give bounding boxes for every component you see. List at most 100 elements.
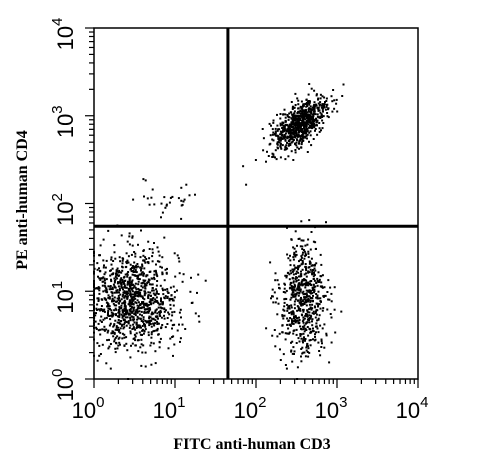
event-dot	[140, 343, 143, 346]
event-dot	[272, 301, 275, 304]
event-dot	[194, 193, 196, 196]
event-dot	[159, 265, 162, 268]
event-dot	[141, 302, 144, 305]
event-dot	[129, 293, 132, 296]
event-dot	[292, 313, 295, 316]
event-dot	[293, 303, 296, 306]
scatter-points	[93, 83, 345, 380]
event-dot	[279, 156, 282, 159]
event-dot	[171, 311, 174, 314]
event-dot	[292, 113, 295, 116]
event-dot	[142, 249, 145, 252]
event-dot	[107, 303, 110, 306]
event-dot	[289, 317, 292, 319]
event-dot	[103, 297, 106, 300]
event-dot	[281, 314, 284, 317]
y-tick-label: 102	[49, 193, 78, 226]
event-dot	[140, 229, 142, 232]
event-dot	[330, 292, 333, 295]
event-dot	[124, 320, 127, 323]
event-dot	[128, 303, 131, 306]
event-dot	[319, 117, 322, 119]
event-dot	[113, 280, 116, 282]
event-dot	[99, 278, 102, 281]
event-dot	[134, 311, 137, 314]
event-dot	[135, 271, 138, 274]
event-dot	[298, 264, 301, 267]
event-dot	[111, 294, 114, 297]
event-dot	[96, 268, 99, 271]
event-dot	[120, 313, 123, 316]
event-dot	[123, 286, 126, 289]
event-dot	[311, 270, 314, 273]
event-dot	[157, 322, 160, 325]
event-dot	[271, 133, 274, 136]
event-dot	[103, 325, 106, 328]
event-dot	[305, 314, 308, 317]
event-dot	[156, 280, 159, 282]
event-dot	[321, 119, 324, 122]
event-dot	[299, 283, 302, 286]
event-dot	[307, 334, 310, 337]
event-dot	[317, 331, 320, 334]
event-dot	[307, 123, 310, 126]
event-dot	[287, 132, 290, 135]
event-dot	[146, 320, 149, 323]
event-dot	[151, 289, 154, 292]
event-dot	[303, 128, 306, 131]
event-dot	[290, 125, 293, 128]
event-dot	[310, 297, 312, 300]
event-dot	[129, 356, 132, 359]
event-dot	[313, 305, 316, 308]
event-dot	[307, 284, 310, 287]
event-dot	[300, 348, 303, 350]
event-dot	[279, 124, 282, 127]
event-dot	[318, 104, 321, 107]
event-dot	[269, 134, 272, 137]
event-dot	[118, 256, 121, 259]
event-dot	[118, 271, 121, 273]
event-dot	[325, 100, 328, 102]
event-dot	[277, 135, 280, 138]
event-dot	[308, 140, 310, 143]
event-dot	[317, 317, 320, 320]
event-dot	[120, 298, 123, 301]
event-dot	[120, 307, 123, 309]
event-dot	[155, 272, 158, 275]
event-dot	[271, 334, 274, 337]
event-dot	[117, 282, 120, 285]
event-dot	[155, 290, 158, 293]
event-dot	[302, 328, 305, 331]
event-dot	[143, 292, 146, 295]
event-dot	[272, 121, 275, 124]
event-dot	[321, 104, 323, 107]
event-dot	[312, 138, 315, 140]
event-dot	[142, 320, 144, 323]
event-dot	[132, 326, 135, 329]
event-dot	[136, 275, 139, 278]
event-dot	[278, 286, 280, 289]
event-dot	[315, 302, 318, 305]
event-dot	[294, 316, 297, 318]
event-dot	[306, 295, 309, 298]
event-dot	[294, 126, 297, 129]
event-dot	[298, 275, 300, 278]
event-dot	[290, 132, 293, 134]
event-dot	[134, 297, 137, 300]
event-dot	[149, 308, 152, 311]
event-dot	[172, 299, 175, 302]
event-dot	[108, 296, 111, 299]
event-dot	[152, 302, 155, 305]
event-dot	[293, 110, 296, 113]
event-dot	[245, 183, 248, 186]
event-dot	[116, 347, 119, 350]
event-dot	[104, 285, 107, 288]
event-dot	[96, 303, 99, 306]
event-dot	[292, 256, 295, 259]
event-dot	[295, 133, 298, 136]
event-dot	[114, 336, 117, 339]
event-dot	[261, 128, 264, 130]
event-dot	[157, 302, 160, 305]
event-dot	[146, 304, 149, 307]
event-dot	[324, 294, 327, 297]
